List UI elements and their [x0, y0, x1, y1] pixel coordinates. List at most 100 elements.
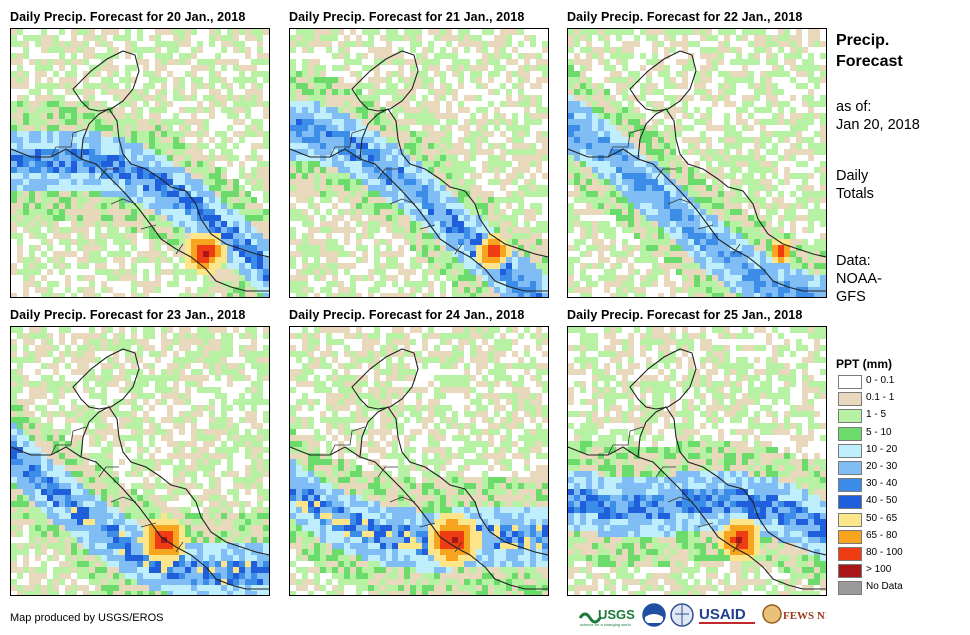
precip-cell — [227, 363, 233, 369]
precip-cell — [628, 185, 634, 191]
precip-cell — [125, 381, 131, 387]
precip-cell — [676, 131, 682, 137]
precip-cell — [598, 179, 604, 185]
precip-cell — [592, 239, 598, 245]
precip-cell — [209, 203, 215, 209]
precip-cell — [688, 227, 694, 233]
precip-cell — [404, 185, 410, 191]
precip-cell — [71, 173, 77, 179]
precip-cell — [302, 149, 308, 155]
precip-cell — [143, 131, 149, 137]
precip-cell — [416, 137, 422, 143]
precip-cell — [476, 209, 482, 215]
precip-cell — [161, 131, 167, 137]
precip-cell — [802, 161, 808, 167]
precip-cell — [356, 137, 362, 143]
precip-cell — [712, 221, 718, 227]
precip-cell — [95, 333, 101, 339]
precip-cell — [380, 59, 386, 65]
precip-cell — [101, 65, 107, 71]
precip-cell — [197, 131, 203, 137]
precip-cell — [592, 29, 598, 35]
precip-cell — [580, 65, 586, 71]
precip-cell — [131, 245, 137, 251]
precip-cell — [53, 357, 59, 363]
precip-cell — [101, 83, 107, 89]
precip-cell — [215, 221, 221, 227]
precip-cell — [101, 41, 107, 47]
precip-cell — [392, 89, 398, 95]
precip-cell — [71, 357, 77, 363]
precip-cell — [446, 119, 452, 125]
precip-cell — [161, 173, 167, 179]
precip-cell — [263, 215, 269, 221]
precip-cell — [197, 369, 203, 375]
precip-cell — [428, 137, 434, 143]
precip-cell — [257, 167, 263, 173]
precip-cell — [464, 161, 470, 167]
precip-cell — [658, 185, 664, 191]
precip-cell — [760, 83, 766, 89]
precip-cell — [410, 233, 416, 239]
precip-cell — [191, 149, 197, 155]
precip-cell — [251, 119, 257, 125]
precip-cell — [586, 107, 592, 113]
precip-cell — [95, 149, 101, 155]
precip-cell — [688, 137, 694, 143]
precip-cell — [506, 53, 512, 59]
precip-cell — [428, 125, 434, 131]
precip-cell — [392, 173, 398, 179]
precip-cell — [500, 41, 506, 47]
precip-cell — [167, 149, 173, 155]
precip-cell — [107, 179, 113, 185]
precip-cell — [263, 77, 269, 83]
precip-cell — [71, 369, 77, 375]
precip-cell — [338, 65, 344, 71]
precip-cell — [452, 47, 458, 53]
precip-cell — [314, 293, 320, 297]
precip-cell — [65, 227, 71, 233]
precip-cell — [748, 227, 754, 233]
precip-cell — [670, 35, 676, 41]
precip-cell — [682, 245, 688, 251]
precip-cell — [616, 173, 622, 179]
precip-cell — [640, 191, 646, 197]
precip-cell — [802, 173, 808, 179]
precip-cell — [736, 53, 742, 59]
precip-cell — [670, 221, 676, 227]
precip-cell — [458, 269, 464, 275]
precip-cell — [191, 293, 197, 297]
precip-cell — [227, 191, 233, 197]
precip-cell — [476, 149, 482, 155]
precip-cell — [11, 191, 17, 197]
precip-cell — [101, 191, 107, 197]
precip-cell — [386, 137, 392, 143]
precip-cell — [628, 287, 634, 293]
precip-cell — [368, 29, 374, 35]
precip-cell — [179, 345, 185, 351]
precip-cell — [59, 293, 65, 297]
precip-cell — [179, 179, 185, 185]
precip-cell — [616, 29, 622, 35]
precip-cell — [356, 245, 362, 251]
precip-cell — [308, 41, 314, 47]
precip-cell — [245, 107, 251, 113]
precip-cell — [530, 53, 536, 59]
precip-cell — [428, 221, 434, 227]
precip-cell — [598, 161, 604, 167]
precip-cell — [404, 29, 410, 35]
precip-cell — [796, 137, 802, 143]
precip-cell — [754, 203, 760, 209]
precip-cell — [796, 269, 802, 275]
precip-cell — [107, 375, 113, 381]
precip-cell — [155, 65, 161, 71]
precip-cell — [350, 209, 356, 215]
precip-cell — [83, 387, 89, 393]
precip-cell — [197, 167, 203, 173]
precip-cell — [53, 369, 59, 375]
precip-cell — [398, 221, 404, 227]
precip-cell — [524, 257, 530, 263]
precip-cell — [161, 119, 167, 125]
precip-cell — [344, 293, 350, 297]
precip-cell — [802, 125, 808, 131]
